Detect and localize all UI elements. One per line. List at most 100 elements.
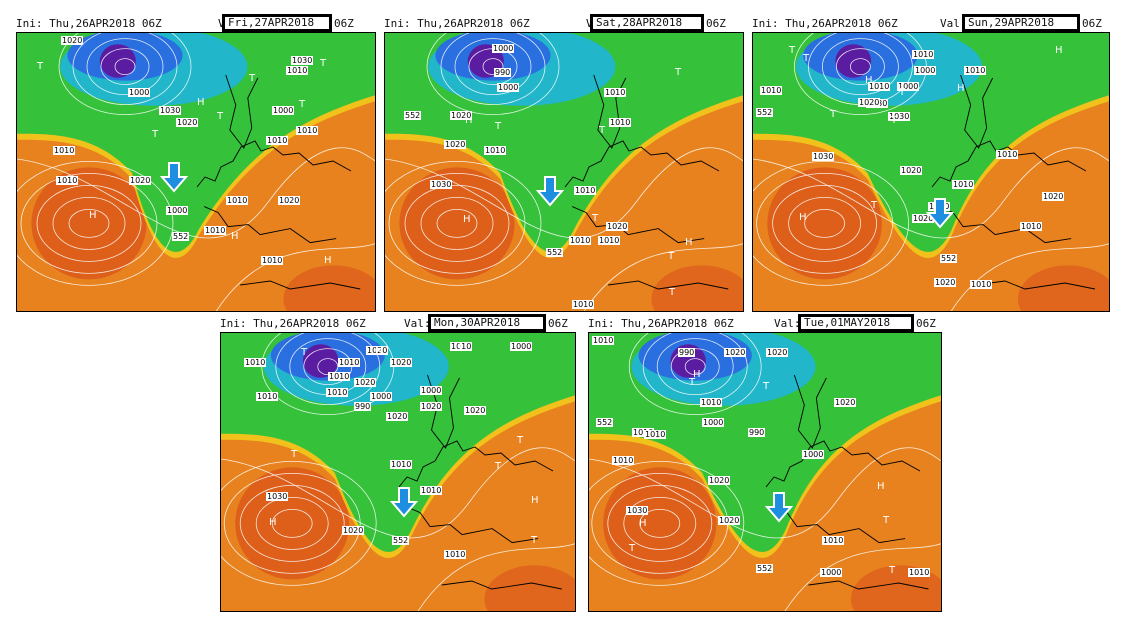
- low-pressure-center: T: [628, 543, 636, 554]
- isobar-label: 552: [172, 232, 189, 241]
- svg-text:552: 552: [941, 254, 956, 263]
- isobar-label: 990: [678, 348, 695, 357]
- isobar-label: 1010: [572, 300, 594, 309]
- isobar-label: 1020: [450, 111, 472, 120]
- svg-text:1020: 1020: [391, 358, 411, 367]
- svg-text:1020: 1020: [177, 118, 197, 127]
- svg-text:1030: 1030: [627, 506, 647, 515]
- isobar-label: 1010: [964, 66, 986, 75]
- isobar-label: 1010: [569, 236, 591, 245]
- isobar-label: 1010: [970, 280, 992, 289]
- svg-text:1010: 1010: [262, 256, 282, 265]
- isobar-label: 1020: [354, 378, 376, 387]
- low-pressure-center: T: [762, 381, 770, 392]
- svg-text:1010: 1010: [593, 336, 613, 345]
- high-pressure-center: H: [269, 517, 277, 528]
- isobar-label: 1030: [291, 56, 313, 65]
- isobar-label: 1030: [266, 492, 288, 501]
- svg-text:1020: 1020: [130, 176, 150, 185]
- valid-prefix: Val:: [940, 17, 967, 30]
- isobar-label: 1010: [296, 126, 318, 135]
- isobar-label: 1000: [166, 206, 188, 215]
- svg-text:990: 990: [679, 348, 694, 357]
- isobar-label: 1010: [996, 150, 1018, 159]
- isobar-label: 1010: [53, 146, 75, 155]
- isobar-label: 1020: [912, 214, 934, 223]
- svg-text:1020: 1020: [355, 378, 375, 387]
- isobar-label: 552: [756, 108, 773, 117]
- svg-text:1020: 1020: [367, 346, 387, 355]
- panel-header: Ini: Thu,26APR2018 06Z Val: Mon,30APR2018 0…: [220, 314, 576, 332]
- isobar-label: 1020: [606, 222, 628, 231]
- isobar-label: 1010: [609, 118, 631, 127]
- isobar-label: 552: [392, 536, 409, 545]
- isobar-label: 1010: [700, 398, 722, 407]
- svg-text:1020: 1020: [421, 402, 441, 411]
- svg-text:1020: 1020: [62, 36, 82, 45]
- init-time: Ini: Thu,26APR2018 06Z: [588, 317, 734, 330]
- low-pressure-center: T: [151, 129, 159, 140]
- svg-text:990: 990: [495, 68, 510, 77]
- map-panel-4: Ini: Thu,26APR2018 06Z Val: Mon,30APR2018 0…: [220, 314, 576, 614]
- isobar-label: 1030: [159, 106, 181, 115]
- svg-text:1030: 1030: [889, 112, 909, 121]
- pressure-map: 1010 1010 1000 1010 1030 1000 1020 1030 1010 552 1…: [752, 32, 1110, 312]
- hot-patch: [283, 265, 375, 311]
- low-pressure-center: T: [494, 121, 502, 132]
- valid-date-box: Mon,30APR2018: [428, 314, 546, 332]
- isobar-label: 1010: [952, 180, 974, 189]
- map-canvas: 1000 990 1000 1010 552 1020 1010 1020 1010 1030 10…: [385, 33, 743, 311]
- svg-text:552: 552: [547, 248, 562, 257]
- isobar-label: 1010: [868, 82, 890, 91]
- isobar-label: 1020: [129, 176, 151, 185]
- isobar-label: 1010: [226, 196, 248, 205]
- pressure-map: 1010 1020 1010 1020 1000 1010 1010 1020 1000 1010…: [220, 332, 576, 612]
- high-pressure-center: H: [197, 97, 205, 108]
- isobars: [385, 33, 743, 311]
- low-pressure-center: T: [290, 449, 298, 460]
- svg-text:1010: 1010: [605, 88, 625, 97]
- svg-text:552: 552: [173, 232, 188, 241]
- low-pressure-center: T: [598, 125, 606, 136]
- svg-text:1000: 1000: [898, 82, 918, 91]
- isobar-label: 1020: [934, 278, 956, 287]
- isobar-label: 1010: [450, 342, 472, 351]
- svg-text:1020: 1020: [279, 196, 299, 205]
- map-canvas: 1010 1010 1000 1010 1030 1000 1020 1030 1010 552 1…: [753, 33, 1109, 311]
- valid-hour: 06Z: [706, 17, 726, 30]
- arrow-down-icon: [764, 492, 794, 523]
- svg-text:1010: 1010: [610, 118, 630, 127]
- hot-patch: [767, 167, 882, 280]
- hot-patch: [31, 167, 147, 280]
- isobar-label: 1020: [1042, 192, 1064, 201]
- svg-text:1010: 1010: [701, 398, 721, 407]
- high-pressure-center: H: [324, 255, 332, 266]
- svg-text:1020: 1020: [387, 412, 407, 421]
- low-pressure-center: T: [890, 115, 898, 126]
- init-time: Ini: Thu,26APR2018 06Z: [752, 17, 898, 30]
- isobar-label: 1010: [760, 86, 782, 95]
- isobar-label: 1010: [632, 428, 654, 437]
- isobar-label: 552: [404, 111, 421, 120]
- svg-text:1010: 1010: [297, 126, 317, 135]
- svg-text:1010: 1010: [227, 196, 247, 205]
- svg-text:1010: 1010: [599, 236, 619, 245]
- low-pressure-center: T: [300, 347, 308, 358]
- isobar-label: 1000: [510, 342, 532, 351]
- svg-text:1010: 1010: [339, 358, 359, 367]
- svg-text:1010: 1010: [573, 300, 593, 309]
- isobar-label: 1020: [390, 358, 412, 367]
- isobar-label: 552: [940, 254, 957, 263]
- high-pressure-center: H: [89, 210, 97, 221]
- svg-text:1020: 1020: [445, 140, 465, 149]
- valid-hour: 06Z: [334, 17, 354, 30]
- panel-header: Ini: Thu,26APR2018 06ZVal:Sat,28APR20180…: [384, 14, 744, 32]
- hot-patch: [1017, 265, 1109, 311]
- isobar-label: 1010: [420, 486, 442, 495]
- svg-text:1020: 1020: [835, 398, 855, 407]
- svg-text:1000: 1000: [703, 418, 723, 427]
- isobar-label: 1020: [61, 36, 83, 45]
- isobar-label: 1020: [858, 98, 880, 107]
- isobar-label: 1000: [820, 568, 842, 577]
- svg-text:1000: 1000: [493, 44, 513, 53]
